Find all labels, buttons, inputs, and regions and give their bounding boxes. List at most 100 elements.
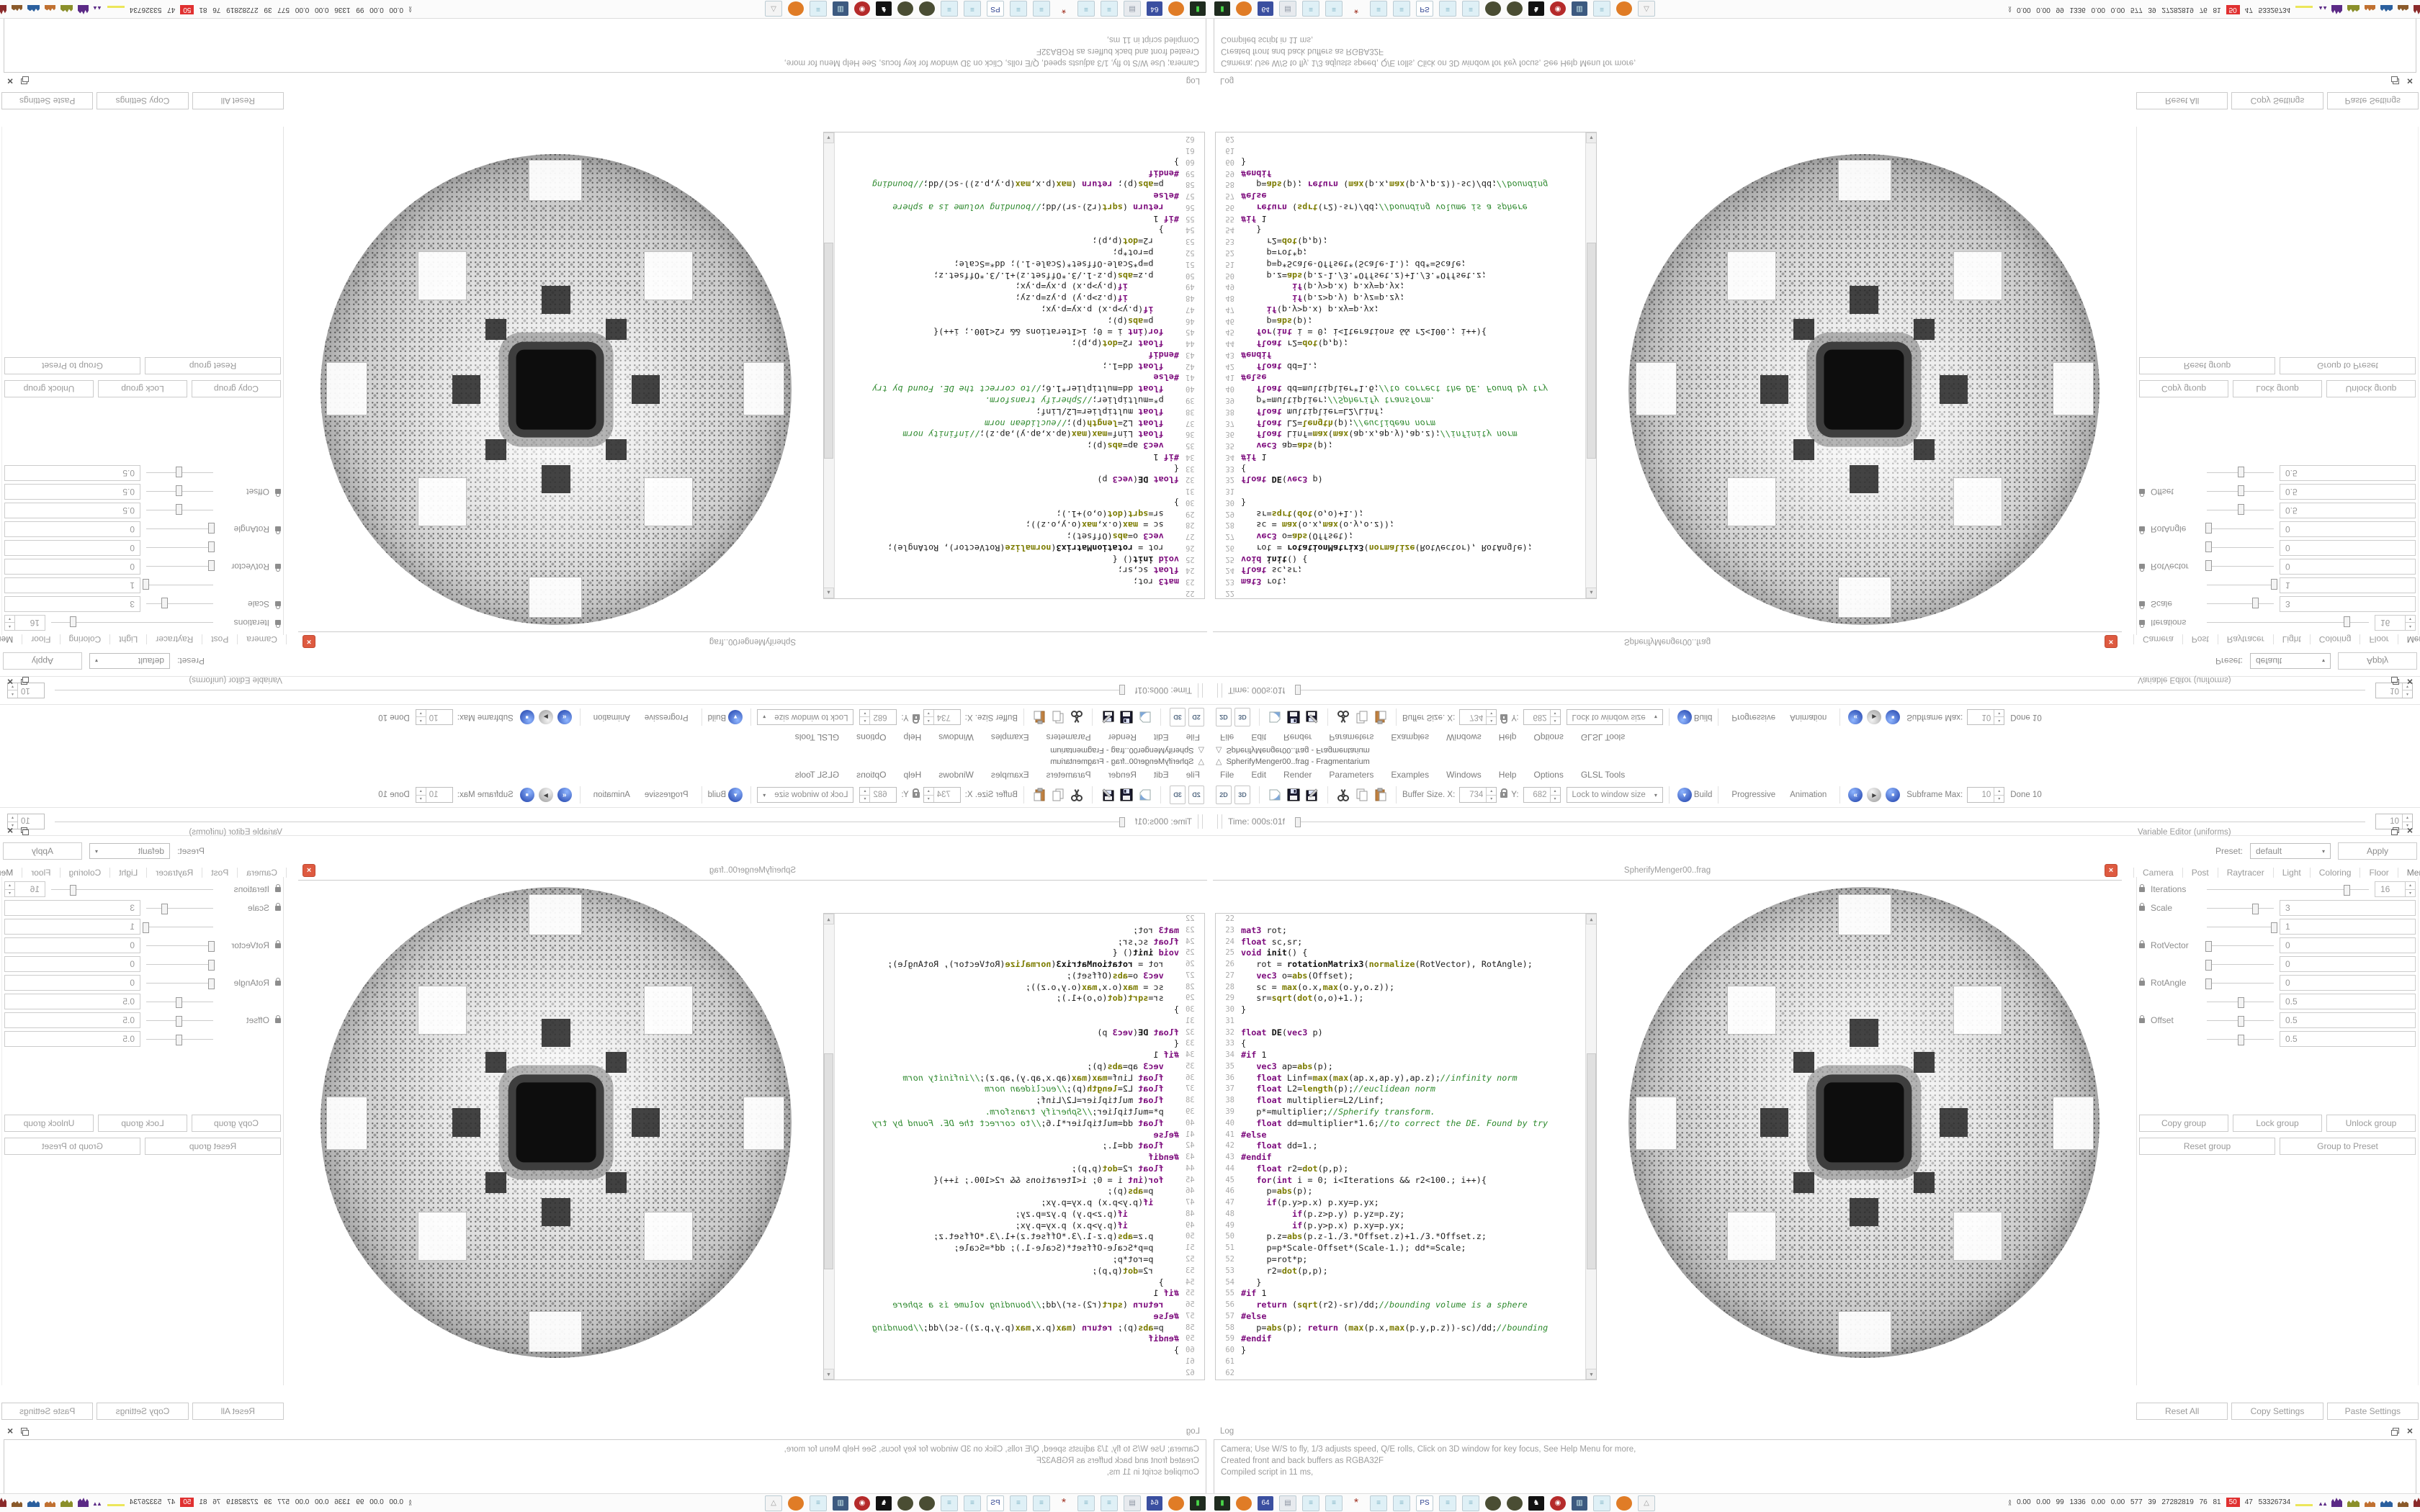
param-value-field[interactable]: 0: [4, 956, 140, 972]
close-tab-icon[interactable]: ×: [302, 635, 315, 648]
notepad-icon[interactable]: ≡: [964, 1495, 981, 1511]
parameter-tab[interactable]: Coloring: [2309, 634, 2360, 644]
progressive-button[interactable]: Progressive: [1731, 791, 1776, 799]
tab-shader-file[interactable]: SpherifyMenger00..frag: [709, 865, 797, 875]
buffer-x-spinbox[interactable]: 734 ▴ ▾: [923, 709, 961, 725]
red-badge-icon[interactable]: ◉: [1550, 1, 1566, 16]
menu-item[interactable]: Options: [1533, 732, 1564, 742]
menu-item[interactable]: Parameters: [1329, 770, 1374, 780]
save-icon[interactable]: [1286, 787, 1301, 803]
parameter-tab[interactable]: Camera: [238, 634, 287, 644]
monitor-graph-icon[interactable]: ▥: [1572, 1, 1587, 16]
param-slider[interactable]: [2207, 903, 2274, 914]
group-button[interactable]: Reset group: [2139, 1138, 2275, 1155]
group-button[interactable]: Reset group: [145, 357, 281, 374]
open-file-icon[interactable]: [1137, 787, 1153, 803]
param-slider[interactable]: [2205, 940, 2274, 952]
menu-item[interactable]: Parameters: [1329, 732, 1374, 742]
copy-icon[interactable]: [1050, 787, 1066, 803]
paste-icon[interactable]: [1373, 787, 1389, 803]
close-tab-icon[interactable]: ×: [302, 864, 315, 877]
fragmentarium-icon[interactable]: △: [765, 1, 782, 17]
firefox-icon[interactable]: [1236, 1, 1252, 16]
subframe-max-spinbox[interactable]: 10 ▴ ▾: [1967, 709, 2005, 725]
apply-button[interactable]: Apply: [2338, 842, 2417, 860]
settings-button[interactable]: Copy Settings: [2231, 92, 2323, 109]
tab-shader-file[interactable]: SpherifyMenger00..frag: [1623, 637, 1711, 647]
play-icon[interactable]: ▶: [1867, 710, 1882, 724]
animation-button[interactable]: Animation: [593, 713, 630, 721]
apply-button[interactable]: Apply: [2338, 652, 2417, 670]
save-as-icon[interactable]: [1100, 709, 1116, 725]
play-icon[interactable]: ▶: [538, 710, 553, 724]
slider-handle[interactable]: [2237, 504, 2244, 516]
param-value-field[interactable]: 0: [2280, 956, 2416, 972]
buffer-size-mode-combobox[interactable]: Lock to window size ▾: [757, 787, 854, 803]
menu-item[interactable]: Render: [1108, 732, 1137, 742]
floppy-64-icon[interactable]: 64: [1258, 1, 1273, 16]
slider-handle[interactable]: [161, 598, 169, 609]
float-dock-icon[interactable]: [22, 78, 29, 85]
firefox-icon[interactable]: [1236, 1496, 1252, 1511]
firefox-icon[interactable]: [1616, 1496, 1632, 1511]
param-slider[interactable]: [146, 903, 213, 914]
param-value-field[interactable]: 1: [2280, 919, 2416, 935]
terminal-icon[interactable]: ▮: [1214, 1, 1230, 16]
group-button[interactable]: Reset group: [145, 1138, 281, 1155]
param-lock-icon[interactable]: [2139, 1014, 2151, 1023]
buffer-x-spinbox[interactable]: 734 ▴ ▾: [923, 787, 961, 803]
toolbar-handle[interactable]: [1217, 814, 1222, 829]
dark-orb-icon[interactable]: [897, 1496, 913, 1511]
param-lock-icon[interactable]: [2139, 526, 2151, 532]
parameter-tab[interactable]: Post: [2182, 634, 2218, 644]
stop-icon[interactable]: ■: [1886, 788, 1901, 802]
notepad-icon[interactable]: ≡: [964, 1, 981, 17]
group-button[interactable]: Copy group: [192, 380, 281, 397]
param-slider[interactable]: [146, 598, 213, 609]
group-button[interactable]: Group to Preset: [4, 357, 140, 374]
tab-shader-file[interactable]: SpherifyMenger00..frag: [709, 637, 797, 647]
slider-handle[interactable]: [208, 959, 215, 971]
menu-item[interactable]: Options: [856, 770, 887, 780]
param-lock-icon[interactable]: [2139, 883, 2151, 892]
notepad-icon[interactable]: ≡: [1101, 1495, 1118, 1511]
settings-button[interactable]: Paste Settings: [1, 1403, 94, 1420]
menu-item[interactable]: Edit: [1251, 770, 1267, 780]
parameter-tab[interactable]: Light: [2272, 634, 2310, 644]
scrollbar-thumb[interactable]: [1587, 1053, 1596, 1269]
view-2d-button[interactable]: 2D: [1188, 708, 1204, 726]
parameter-tab[interactable]: Camera: [2133, 634, 2182, 644]
close-dock-icon[interactable]: ×: [2406, 676, 2413, 688]
group-button[interactable]: Lock group: [2233, 380, 2322, 397]
settings-button[interactable]: Copy Settings: [2231, 1403, 2323, 1420]
view-3d-button[interactable]: 3D: [1234, 708, 1250, 726]
settings-button[interactable]: Paste Settings: [2326, 92, 2419, 109]
menu-item[interactable]: Help: [903, 770, 922, 780]
slider-handle[interactable]: [208, 541, 215, 553]
parameter-tab[interactable]: Light: [110, 634, 148, 644]
group-button[interactable]: Unlock group: [2326, 1115, 2416, 1132]
parameter-tab[interactable]: Raytracer: [2217, 868, 2273, 878]
scroll-down-icon[interactable]: ▼: [823, 132, 834, 143]
scroll-down-icon[interactable]: ▼: [823, 1369, 834, 1380]
subframe-max-spinbox[interactable]: 10 ▴ ▾: [415, 787, 453, 803]
float-dock-icon[interactable]: [2390, 827, 2399, 835]
notepad-icon[interactable]: ≡: [1325, 1, 1343, 17]
lock-icon[interactable]: [1500, 788, 1508, 798]
menu-item[interactable]: Help: [1498, 732, 1517, 742]
slider-handle[interactable]: [176, 467, 183, 478]
notepad-icon[interactable]: ≡: [1462, 1495, 1479, 1511]
scrollbar-thumb[interactable]: [824, 243, 833, 459]
slider-handle[interactable]: [208, 560, 215, 572]
play-icon[interactable]: ▶: [1867, 788, 1882, 802]
shader-code-editor[interactable]: 22 23 mat3 rot; 24 float sc,sr; 25 void init()…: [823, 132, 1205, 599]
slider-handle[interactable]: [176, 504, 183, 516]
toolbar-handle[interactable]: [1198, 683, 1203, 698]
scroll-up-icon[interactable]: ▲: [1586, 588, 1597, 598]
scroll-up-icon[interactable]: ▲: [1586, 914, 1596, 924]
settings-button[interactable]: Reset All: [2136, 92, 2228, 109]
buffer-x-spinbox[interactable]: 734 ▴ ▾: [1459, 709, 1497, 725]
menu-item[interactable]: Examples: [990, 732, 1029, 742]
preset-combobox[interactable]: default ▾: [2250, 843, 2331, 859]
slider-handle[interactable]: [2205, 541, 2212, 553]
